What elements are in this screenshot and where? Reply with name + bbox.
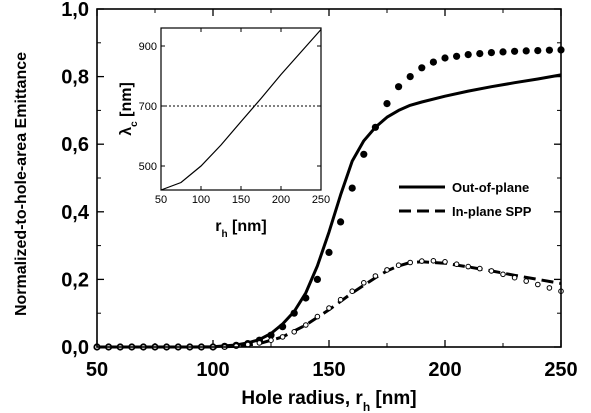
open-data-point xyxy=(465,263,472,270)
plot-frame xyxy=(96,8,562,348)
open-data-point xyxy=(395,262,402,269)
open-data-point xyxy=(511,274,518,281)
filled-data-point xyxy=(302,294,310,302)
filled-data-point xyxy=(406,73,414,81)
inset-y-axis-label: λc [nm] xyxy=(118,82,140,136)
open-data-point xyxy=(430,258,437,264)
open-data-point xyxy=(384,267,390,273)
x-tick-label: 150 xyxy=(312,359,345,381)
open-data-point xyxy=(546,285,553,291)
inset-x-tick-label: 100 xyxy=(192,194,210,206)
inset-frame xyxy=(160,27,322,191)
open-data-point xyxy=(372,273,379,279)
legend-label-0: Out-of-plane xyxy=(452,180,529,195)
filled-data-point xyxy=(290,309,298,317)
filled-data-point xyxy=(360,150,368,158)
inset-x-tick-label: 200 xyxy=(272,194,290,206)
filled-data-point xyxy=(313,275,321,283)
inset-x-tick-label: 50 xyxy=(155,194,167,206)
filled-data-point xyxy=(348,184,356,192)
y-tick-label: 0,4 xyxy=(61,202,90,224)
y-tick-label: 1,0 xyxy=(61,0,89,21)
filled-data-point xyxy=(395,83,403,91)
inset-x-tick-label: 250 xyxy=(312,194,330,206)
filled-data-point xyxy=(453,52,461,60)
inset-background xyxy=(161,28,321,190)
x-tick-label: 250 xyxy=(544,359,577,381)
filled-data-point xyxy=(499,48,507,56)
series-line-1 xyxy=(97,260,562,349)
open-data-point xyxy=(500,271,506,278)
open-data-point xyxy=(291,329,298,335)
open-data-point xyxy=(361,280,367,286)
inset-y-tick-label: 900 xyxy=(139,41,157,53)
filled-data-point xyxy=(418,64,426,72)
open-data-point xyxy=(442,259,448,265)
y-axis-label: Normalized-to-hole-area Emittance xyxy=(13,52,30,316)
filled-data-point xyxy=(464,51,472,59)
open-data-point xyxy=(349,288,356,295)
x-tick-label: 50 xyxy=(86,359,108,381)
inset-x-axis-label: rh [nm] xyxy=(215,218,266,240)
x-tick-label: 100 xyxy=(196,359,229,381)
filled-data-point xyxy=(267,331,275,339)
filled-data-point xyxy=(429,58,437,66)
filled-data-point xyxy=(325,248,333,256)
filled-data-point xyxy=(510,47,519,55)
open-data-point xyxy=(268,337,274,344)
y-tick-label: 0,0 xyxy=(61,337,89,359)
filled-data-point xyxy=(371,123,379,131)
x-tick-label: 200 xyxy=(428,359,461,381)
main-chart: 50 100 150 200 250 0,0 0,2 0,4 0,6 0,8 1,0 Hole rad… xyxy=(13,0,578,413)
inset-x-tick-label: 150 xyxy=(232,194,250,206)
open-data-point xyxy=(326,305,332,311)
filled-data-point xyxy=(337,218,345,226)
x-axis-label: Hole radius, rh [nm] xyxy=(241,388,416,413)
open-data-point xyxy=(453,261,460,268)
open-data-point xyxy=(337,296,344,303)
legend-label-1: In-plane SPP xyxy=(452,204,532,219)
inset-series-line xyxy=(160,29,322,191)
open-data-point xyxy=(279,334,286,340)
filled-data-point xyxy=(476,50,484,58)
inset-y-tick-label: 700 xyxy=(139,101,157,113)
filled-data-point xyxy=(279,323,287,331)
filled-data-point xyxy=(522,47,530,55)
filled-data-point xyxy=(545,46,554,54)
filled-data-point xyxy=(441,54,449,62)
open-data-point xyxy=(256,340,263,346)
filled-data-point xyxy=(534,47,542,55)
inset-y-tick-label: 500 xyxy=(139,161,157,173)
filled-data-point xyxy=(487,49,495,57)
y-tick-label: 0,6 xyxy=(61,134,89,156)
legend: Out-of-plane In-plane SPP xyxy=(399,180,532,219)
open-data-point xyxy=(407,259,414,266)
open-data-point xyxy=(523,278,530,284)
open-data-point xyxy=(477,265,483,272)
open-data-point xyxy=(303,322,309,328)
open-data-point xyxy=(535,281,541,288)
inset-chart: 50 100 150 200 250 500 700 900 rh [nm] λc [nm] xyxy=(118,27,330,240)
open-data-point xyxy=(314,313,321,320)
y-tick-label: 0,2 xyxy=(61,269,89,291)
y-tick-label: 0,8 xyxy=(61,67,89,89)
open-data-point xyxy=(488,268,495,274)
filled-data-point xyxy=(383,100,391,108)
open-data-point xyxy=(419,258,425,264)
